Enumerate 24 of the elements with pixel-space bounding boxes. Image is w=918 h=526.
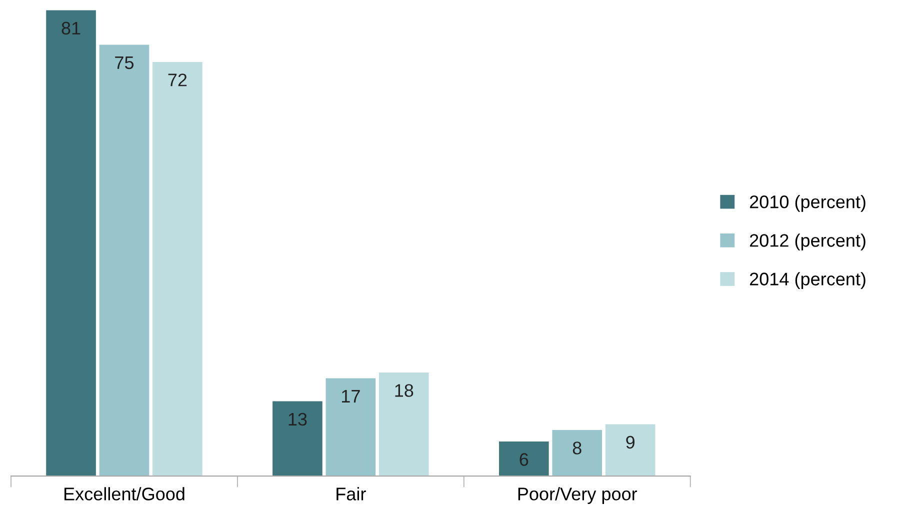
bar [498, 442, 549, 476]
data-label: 81 [62, 22, 80, 35]
bar [378, 372, 429, 476]
data-label: 8 [572, 442, 582, 454]
x-tick-label: Fair [336, 487, 366, 500]
bar [605, 424, 656, 476]
bar [326, 378, 376, 476]
x-tick-label: Poor/Very poor [518, 487, 638, 504]
bar [46, 10, 96, 476]
bar [99, 44, 150, 476]
data-label: 17 [342, 390, 360, 402]
bar [552, 430, 602, 476]
legend-label: 2012 (percent) [750, 234, 866, 250]
data-label: 13 [288, 412, 307, 426]
x-tick-label: Excellent/Good [64, 487, 184, 500]
data-label: 6 [520, 453, 528, 466]
bar [272, 401, 322, 476]
bar [152, 62, 202, 476]
data-label: 9 [626, 436, 634, 449]
legend-label: 2014 (percent) [750, 272, 866, 290]
data-label: 75 [115, 56, 134, 70]
data-label: 72 [168, 74, 187, 86]
data-label: 18 [395, 384, 414, 397]
legend-label: 2010 (percent) [750, 195, 866, 212]
